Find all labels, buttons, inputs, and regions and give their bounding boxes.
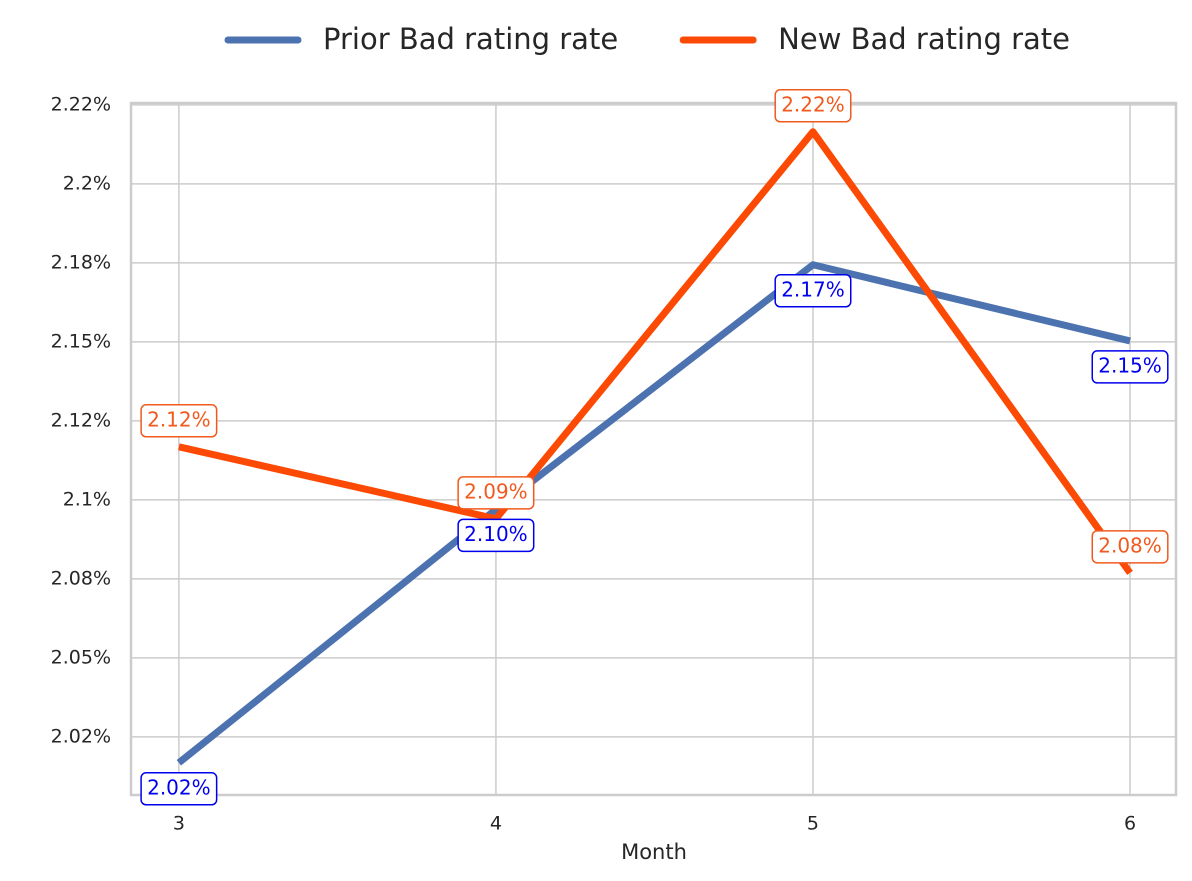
y-tick-label: 2.15% — [51, 330, 111, 352]
value-label-text: 2.10% — [464, 522, 528, 546]
value-label-text: 2.02% — [147, 775, 211, 799]
value-label-text: 2.15% — [1098, 353, 1162, 377]
y-tick-label: 2.22% — [51, 93, 111, 115]
series-line — [178, 128, 1133, 575]
y-tick-label: 2.1% — [63, 488, 111, 510]
x-axis-label: Month — [621, 840, 687, 864]
value-label-text: 2.17% — [781, 277, 845, 301]
value-label-box — [774, 274, 852, 308]
y-tick-label: 2.18% — [51, 251, 111, 273]
value-label-text: 2.22% — [781, 92, 845, 116]
y-tick-label: 2.12% — [51, 409, 111, 431]
value-label: 2.15% — [1091, 350, 1169, 384]
value-label-box — [1091, 530, 1169, 564]
x-tick-label: 4 — [490, 813, 502, 835]
value-label-box — [1091, 350, 1169, 384]
x-tick-label: 3 — [173, 813, 185, 835]
x-tick-label: 6 — [1124, 813, 1136, 835]
value-label-box — [457, 518, 535, 553]
value-label: 2.09% — [457, 476, 535, 510]
plot-frame — [129, 101, 1178, 797]
y-tick-label: 2.02% — [51, 725, 111, 747]
value-label: 2.22% — [774, 89, 852, 123]
value-label-text: 2.08% — [1098, 533, 1162, 557]
value-label-text: 2.12% — [147, 407, 211, 431]
value-label: 2.12% — [140, 404, 218, 438]
value-label-box — [774, 89, 852, 123]
value-label: 2.17% — [774, 274, 852, 308]
legend-label: Prior Bad rating rate — [323, 22, 618, 56]
y-tick-label: 2.05% — [51, 646, 111, 668]
value-label-box — [140, 772, 218, 806]
value-label: 2.08% — [1091, 530, 1169, 564]
value-label: 2.10% — [457, 518, 535, 553]
x-tick-label: 5 — [807, 813, 819, 835]
value-label-box — [457, 476, 535, 510]
y-tick-label: 2.08% — [51, 567, 111, 589]
series-line — [176, 261, 1131, 766]
value-label: 2.02% — [140, 772, 218, 806]
value-label-text: 2.09% — [464, 479, 528, 503]
legend-label: New Bad rating rate — [778, 22, 1070, 56]
value-label-box — [140, 404, 218, 438]
y-tick-label: 2.2% — [63, 172, 111, 194]
